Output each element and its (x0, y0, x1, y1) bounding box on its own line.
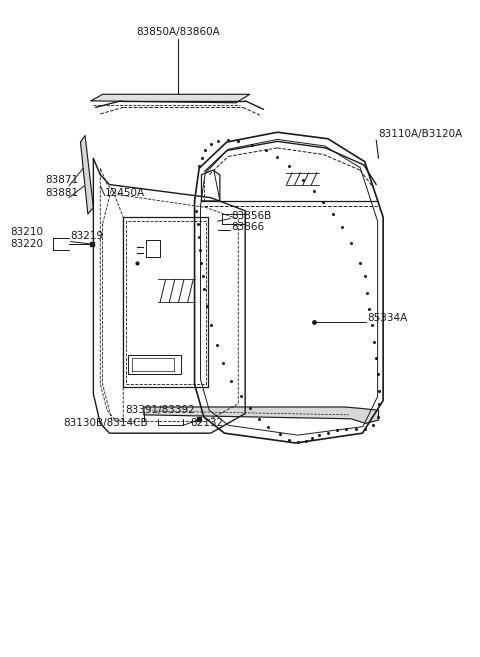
Polygon shape (81, 135, 94, 214)
Text: 12450A: 12450A (105, 188, 145, 198)
Text: 83210: 83210 (11, 227, 44, 237)
Text: 83856B: 83856B (231, 210, 272, 221)
Text: 85334A: 85334A (367, 313, 408, 323)
Text: 82132: 82132 (190, 418, 223, 428)
Text: 83850A/83860A: 83850A/83860A (137, 28, 220, 37)
Text: 83391/83392: 83391/83392 (126, 405, 195, 415)
Text: 83219: 83219 (71, 231, 104, 242)
Text: 83871: 83871 (45, 175, 78, 185)
Text: 83130B/8314CB: 83130B/8314CB (63, 418, 148, 428)
Text: 83866: 83866 (231, 221, 264, 232)
Text: 83110A/B3120A: 83110A/B3120A (379, 129, 463, 139)
Text: 83220: 83220 (11, 238, 44, 249)
Polygon shape (91, 95, 250, 102)
Text: 83881: 83881 (45, 188, 78, 198)
Polygon shape (144, 407, 379, 423)
